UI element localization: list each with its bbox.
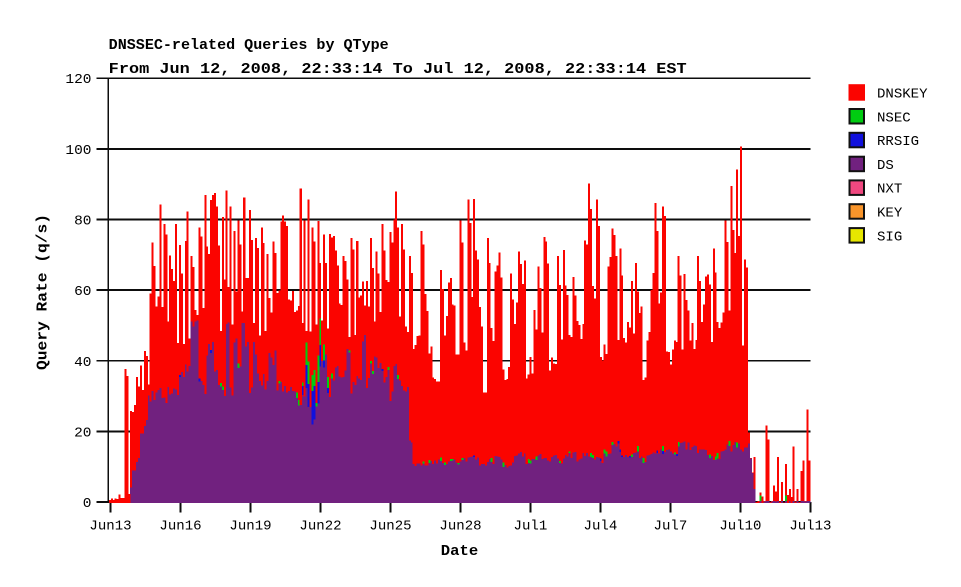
- svg-text:From Jun 12, 2008, 22:33:14 To: From Jun 12, 2008, 22:33:14 To Jul 12, 2…: [109, 61, 687, 78]
- svg-text:Jun22: Jun22: [299, 519, 341, 535]
- svg-text:KEY: KEY: [877, 206, 903, 222]
- svg-text:Jun16: Jun16: [159, 519, 201, 535]
- svg-text:DNSSEC-related Queries by QTyp: DNSSEC-related Queries by QType: [109, 37, 389, 54]
- svg-text:100: 100: [65, 143, 91, 159]
- svg-text:Jun25: Jun25: [369, 519, 411, 535]
- svg-text:Jul10: Jul10: [719, 519, 761, 535]
- svg-text:RRSIG: RRSIG: [877, 134, 919, 150]
- svg-text:Jun13: Jun13: [89, 519, 131, 535]
- svg-text:Query Rate (q/s): Query Rate (q/s): [35, 214, 52, 370]
- svg-text:Jul13: Jul13: [789, 519, 831, 535]
- svg-text:NSEC: NSEC: [877, 110, 911, 126]
- svg-text:60: 60: [74, 284, 91, 300]
- svg-text:80: 80: [74, 214, 91, 230]
- svg-text:Jul4: Jul4: [584, 519, 618, 535]
- svg-text:SIG: SIG: [877, 229, 902, 245]
- svg-text:NXT: NXT: [877, 182, 902, 198]
- svg-text:20: 20: [74, 426, 91, 442]
- svg-text:DNSKEY: DNSKEY: [877, 87, 928, 103]
- svg-text:Jun19: Jun19: [229, 519, 271, 535]
- svg-text:40: 40: [74, 355, 91, 371]
- svg-text:Jul1: Jul1: [514, 519, 548, 535]
- svg-text:DS: DS: [877, 158, 894, 174]
- svg-text:120: 120: [65, 72, 91, 88]
- svg-text:Jun28: Jun28: [439, 519, 481, 535]
- svg-text:0: 0: [83, 496, 92, 512]
- svg-text:Date: Date: [441, 543, 478, 560]
- svg-text:Jul7: Jul7: [654, 519, 688, 535]
